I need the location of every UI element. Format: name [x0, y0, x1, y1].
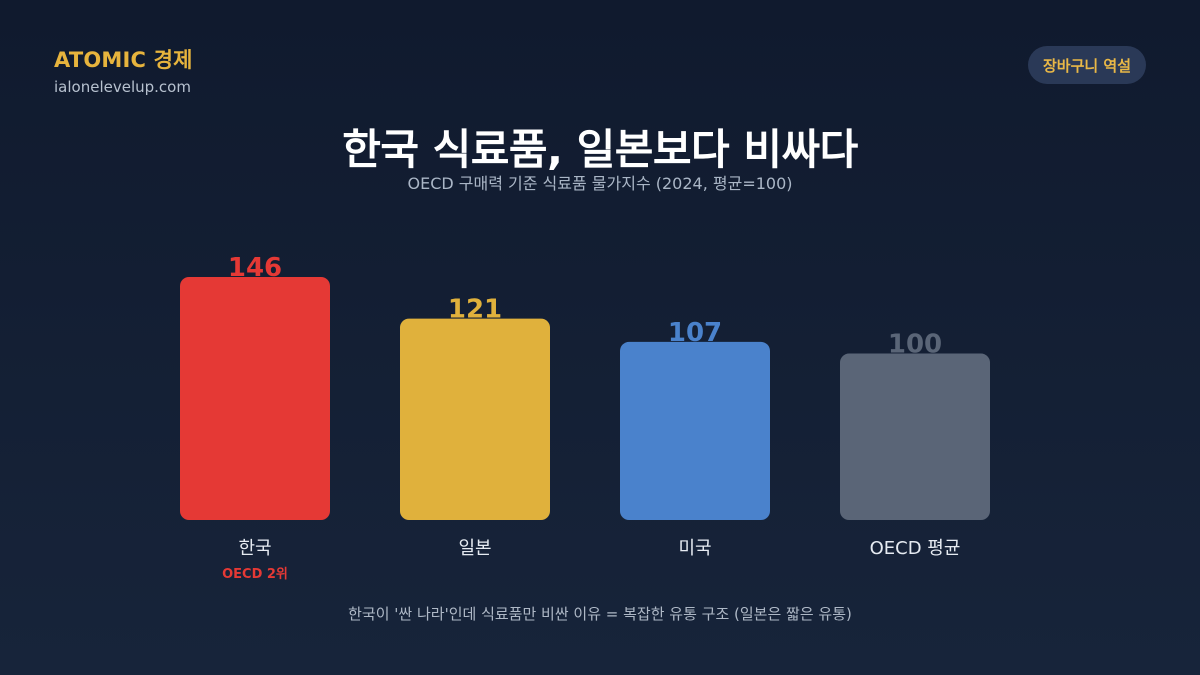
category-label-1: 일본: [458, 538, 491, 559]
category-sublabel-0: OECD 2위: [222, 567, 288, 582]
bar-value-label-2: 107: [668, 318, 722, 348]
site-url[interactable]: ialonelevelup.com: [54, 78, 191, 96]
chart-title: 한국 식료품, 일본보다 비싸다: [342, 125, 858, 174]
bar-3: [840, 353, 990, 520]
bar-value-label-0: 146: [228, 253, 282, 283]
category-label-3: OECD 평균: [870, 538, 961, 559]
bar-value-label-3: 100: [888, 330, 942, 360]
bar-0: [180, 277, 330, 520]
bar-value-label-1: 121: [448, 295, 502, 325]
footnote: 한국이 '싼 나라'인데 식료품만 비싼 이유 = 복잡한 유통 구조 (일본은…: [348, 605, 852, 623]
topic-badge: 장바구니 역설: [1027, 46, 1146, 84]
brand-logo: ATOMIC 경제: [54, 48, 193, 72]
category-label-2: 미국: [678, 538, 711, 559]
bar-1: [400, 318, 550, 520]
bar-2: [620, 341, 770, 520]
category-label-0: 한국: [238, 538, 271, 559]
chart-subtitle: OECD 구매력 기준 식료품 물가지수 (2024, 평균=100): [407, 174, 793, 193]
